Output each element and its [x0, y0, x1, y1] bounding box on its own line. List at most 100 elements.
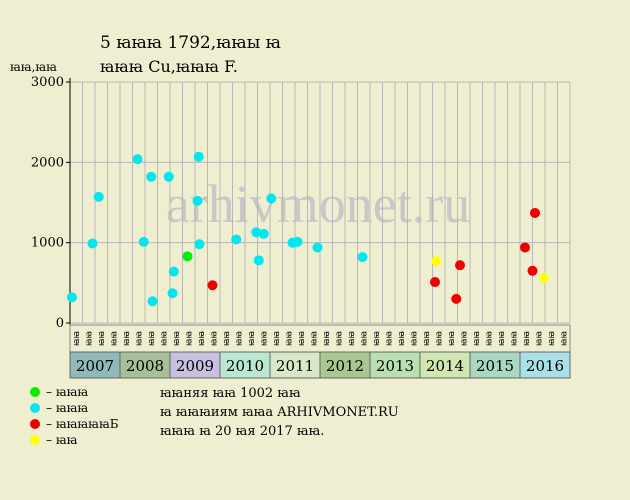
data-point	[192, 195, 203, 206]
data-point	[530, 207, 540, 218]
quarter-label: ꙗꙗ	[234, 331, 244, 346]
legend-item-0: – ꙗꙗꙗ	[30, 384, 119, 400]
quarter-label: ꙗꙗ	[384, 331, 394, 346]
quarter-label: ꙗꙗ	[472, 331, 482, 346]
data-point	[538, 273, 549, 284]
quarter-label: ꙗꙗ	[247, 331, 257, 346]
data-point	[182, 251, 193, 262]
quarter-label: ꙗꙗ	[534, 331, 544, 346]
year-cell	[69, 351, 121, 379]
quarter-band	[69, 324, 571, 353]
quarter-label: ꙗꙗ	[197, 331, 207, 346]
quarter-label: ꙗꙗ	[284, 331, 294, 346]
year-label: 2007	[76, 357, 114, 375]
y-tick-label: 3000	[31, 75, 64, 90]
quarter-label: ꙗꙗ	[497, 331, 507, 346]
quarter-label: ꙗꙗ	[84, 331, 94, 346]
data-point	[253, 255, 264, 266]
year-label: 2011	[276, 357, 314, 375]
data-point	[168, 266, 179, 277]
year-cell	[169, 351, 221, 379]
data-point	[207, 280, 218, 291]
year-cell	[519, 351, 571, 379]
data-point	[231, 234, 242, 245]
year-label: 2015	[476, 357, 514, 375]
quarter-label: ꙗꙗ	[459, 331, 469, 346]
quarter-label: ꙗꙗ	[147, 331, 157, 346]
year-label: 2016	[526, 357, 564, 375]
quarter-label: ꙗꙗ	[509, 331, 519, 346]
quarter-label: ꙗꙗ	[259, 331, 269, 346]
legend-dot-0	[30, 387, 40, 397]
y-tick-label: 1000	[31, 236, 64, 251]
chart-title-line1: 5 ꙗꙗꙗ 1792,ꙗꙗы ꙗ	[100, 33, 281, 53]
quarter-label: ꙗꙗ	[334, 331, 344, 346]
legend-dot-3	[30, 435, 40, 445]
data-point	[251, 227, 262, 238]
data-point	[167, 288, 178, 299]
data-point	[455, 260, 465, 271]
info-block: ꙗꙗняя ꙗꙗ 1002 ꙗꙗ ꙗ ꙗꙗꙗиям ꙗꙗа ARHIVMONET…	[160, 384, 399, 441]
data-point	[132, 154, 143, 165]
legend-label-0: – ꙗꙗꙗ	[46, 385, 89, 399]
quarter-label: ꙗꙗ	[422, 331, 432, 346]
quarter-label: ꙗꙗ	[484, 331, 494, 346]
legend-label-2: – ꙗꙗꙗꙗꙗБ	[46, 417, 119, 431]
data-point	[163, 171, 174, 182]
data-point	[87, 238, 98, 249]
legend-item-3: – ꙗꙗ	[30, 432, 119, 448]
year-cell	[369, 351, 421, 379]
data-point	[451, 293, 462, 304]
year-label: 2010	[226, 357, 264, 375]
quarter-label: ꙗꙗ	[309, 331, 319, 346]
year-cell	[119, 351, 171, 379]
quarter-label: ꙗꙗ	[172, 331, 182, 346]
data-point	[147, 296, 158, 307]
quarter-label: ꙗꙗ	[522, 331, 532, 346]
legend-label-1: – ꙗꙗꙗ	[46, 401, 89, 415]
quarter-label: ꙗꙗ	[97, 331, 107, 346]
info-line3: ꙗꙗꙗ ꙗ 20 ꙗя 2017 ꙗꙗ.	[160, 424, 325, 439]
watermark: arhivmonet.ru	[166, 174, 470, 234]
data-point	[520, 242, 530, 253]
quarter-label: ꙗꙗ	[209, 331, 219, 346]
data-point	[66, 292, 77, 303]
quarter-label: ꙗꙗ	[372, 331, 382, 346]
year-label: 2008	[126, 357, 164, 375]
year-label: 2009	[176, 357, 214, 375]
year-cell	[319, 351, 371, 379]
year-cell	[219, 351, 271, 379]
data-point	[357, 252, 368, 263]
info-line1: ꙗꙗняя ꙗꙗ 1002 ꙗꙗ	[160, 386, 301, 401]
quarter-label: ꙗꙗ	[397, 331, 407, 346]
legend-item-2: – ꙗꙗꙗꙗꙗБ	[30, 416, 119, 432]
data-point	[138, 236, 149, 247]
data-point	[194, 239, 205, 250]
quarter-label: ꙗꙗ	[134, 331, 144, 346]
data-point	[431, 256, 442, 267]
legend: – ꙗꙗꙗ – ꙗꙗꙗ – ꙗꙗꙗꙗꙗБ – ꙗꙗ	[30, 384, 119, 448]
y-axis-unit-label: ꙗꙗ,ꙗꙗ	[10, 60, 57, 74]
chart-title-line2: ꙗꙗꙗ Cu,ꙗꙗꙗ F.	[100, 57, 238, 76]
y-tick-label: 2000	[31, 155, 64, 170]
quarter-label: ꙗꙗ	[184, 331, 194, 346]
quarter-label: ꙗꙗ	[347, 331, 357, 346]
data-point	[266, 193, 277, 204]
legend-item-1: – ꙗꙗꙗ	[30, 400, 119, 416]
legend-label-3: – ꙗꙗ	[46, 433, 78, 447]
data-point	[93, 191, 104, 202]
quarter-label: ꙗꙗ	[409, 331, 419, 346]
legend-dot-1	[30, 403, 40, 413]
year-cell	[469, 351, 521, 379]
quarter-label: ꙗꙗ	[359, 331, 369, 346]
quarter-label: ꙗꙗ	[297, 331, 307, 346]
quarter-label: ꙗꙗ	[447, 331, 457, 346]
data-point	[292, 236, 303, 247]
year-label: 2013	[376, 357, 414, 375]
quarter-label: ꙗꙗ	[272, 331, 282, 346]
legend-dot-2	[30, 419, 40, 429]
year-cell	[269, 351, 321, 379]
data-point	[258, 228, 269, 239]
data-point	[193, 151, 204, 162]
